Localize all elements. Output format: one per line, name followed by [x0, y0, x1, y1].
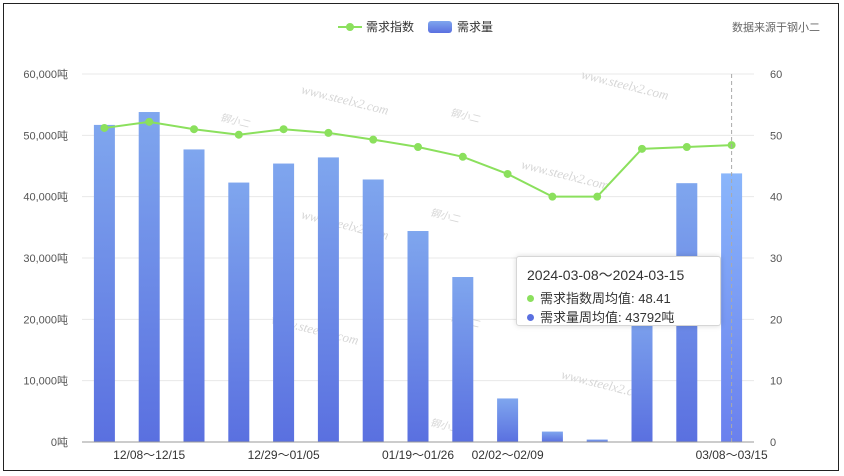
x-tick-label: 01/19～01/26 [382, 448, 454, 462]
legend-line-marker [338, 22, 362, 32]
index-point [503, 169, 512, 178]
y-right-tick-label: 30 [770, 253, 782, 265]
y-left-tick-label: 40,000吨 [23, 191, 68, 204]
index-point [548, 192, 557, 201]
index-point [100, 123, 109, 132]
bar [93, 124, 115, 442]
tooltip-row-index: 需求指数周均值: 48.41 [527, 289, 710, 308]
tooltip-dot-volume [527, 314, 534, 321]
index-point [279, 125, 288, 134]
y-left-tick-label: 60,000吨 [23, 68, 68, 81]
y-right-tick-label: 20 [770, 314, 782, 326]
legend-bar-marker [428, 20, 453, 33]
bar [497, 398, 519, 442]
bar [586, 439, 608, 442]
legend-label-volume: 需求量 [457, 20, 494, 34]
watermark-text: 钢小二 [449, 107, 482, 126]
tooltip: 2024-03-08～2024-03-15 需求指数周均值: 48.41 需求量… [516, 256, 721, 326]
bar [228, 182, 250, 442]
x-tick-label: 12/29～01/05 [248, 448, 320, 462]
combo-chart: www.steelx2.com www.steelx2.comwww.steelx… [23, 67, 782, 462]
index-point [638, 144, 646, 153]
y-left-tick-label: 20,000吨 [23, 313, 68, 326]
tooltip-volume-value: 需求量周均值: 43792吨 [540, 310, 675, 325]
legend-label-index: 需求指数 [366, 20, 415, 34]
bar [273, 163, 295, 442]
bar [407, 231, 429, 442]
x-tick-label: 03/08～03/15 [696, 448, 768, 462]
watermark-text: www.steelx2.com [300, 82, 390, 118]
y-left-tick-label: 30,000吨 [23, 252, 68, 265]
y-left-tick-label: 0吨 [51, 436, 68, 449]
index-point [190, 125, 198, 134]
y-right-tick-label: 60 [770, 69, 782, 81]
y-right-tick-label: 50 [770, 130, 782, 142]
bar [138, 112, 160, 442]
bar-series [93, 112, 743, 443]
watermark-text: 钢小二 [219, 112, 252, 131]
bar [183, 149, 205, 442]
bar [317, 157, 339, 442]
x-tick-label: 12/08～12/15 [113, 448, 185, 462]
legend-item-index[interactable]: 需求指数 [338, 18, 414, 35]
tooltip-title: 2024-03-08～2024-03-15 [527, 267, 685, 283]
index-point [324, 128, 333, 137]
x-tick-label: 02/02～02/09 [472, 448, 544, 462]
index-point [414, 142, 422, 151]
y-right-tick-label: 10 [770, 376, 782, 388]
y-right-tick-label: 0 [770, 437, 776, 449]
y-left-tick-label: 50,000吨 [23, 129, 68, 142]
index-point [234, 130, 243, 139]
bar [541, 431, 563, 442]
index-point [682, 142, 691, 151]
index-point [145, 117, 154, 126]
tooltip-dot-index [527, 295, 534, 302]
bar [452, 277, 474, 442]
chart-frame: www.steelx2.com www.steelx2.com www.steelx… [3, 3, 839, 471]
index-point [369, 135, 378, 144]
axes: 0吨 10,000吨 20,000吨 30,000吨 40,000吨 50,000吨 60,… [23, 68, 782, 462]
bar [362, 179, 384, 442]
legend: 需求指数 需求量 [338, 18, 507, 35]
line-series [100, 117, 736, 201]
bar [631, 307, 653, 442]
watermark-text: www.steelx2.com [580, 67, 670, 103]
y-right-tick-label: 40 [770, 192, 782, 204]
legend-item-volume[interactable]: 需求量 [428, 18, 493, 35]
index-point [458, 152, 467, 161]
tooltip-index-value: 需求指数周均值: 48.41 [540, 291, 671, 306]
tooltip-row-volume: 需求量周均值: 43792吨 [527, 308, 710, 327]
watermark-text: 钢小二 [429, 207, 462, 226]
data-source-note: 数据来源于钢小二 [732, 22, 820, 34]
index-point [593, 192, 602, 201]
y-left-tick-label: 10,000吨 [23, 375, 68, 388]
